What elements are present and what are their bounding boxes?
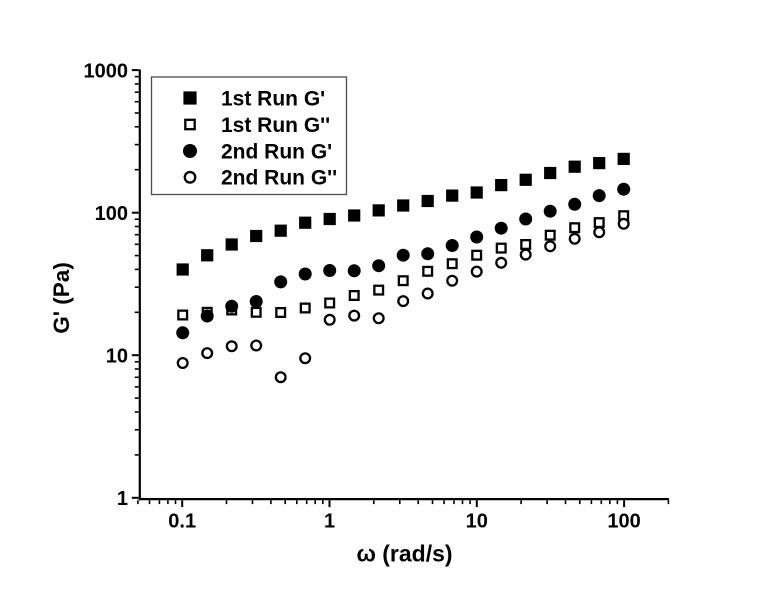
svg-text:10: 10: [466, 511, 488, 533]
svg-text:1: 1: [117, 488, 128, 510]
svg-text:1st Run G': 1st Run G': [221, 87, 325, 110]
svg-text:2nd Run G': 2nd Run G': [221, 140, 332, 163]
svg-text:10: 10: [106, 346, 128, 368]
svg-text:100: 100: [607, 511, 640, 533]
svg-text:1000: 1000: [84, 60, 129, 82]
svg-text:1st Run G'': 1st Run G'': [221, 114, 330, 137]
svg-text:2nd Run G'': 2nd Run G'': [221, 167, 337, 190]
svg-text:1: 1: [324, 511, 335, 533]
svg-text:100: 100: [95, 203, 128, 225]
svg-text:G' (Pa): G' (Pa): [49, 262, 74, 334]
svg-text:0.1: 0.1: [168, 511, 196, 533]
svg-text:ω (rad/s): ω (rad/s): [356, 541, 452, 567]
